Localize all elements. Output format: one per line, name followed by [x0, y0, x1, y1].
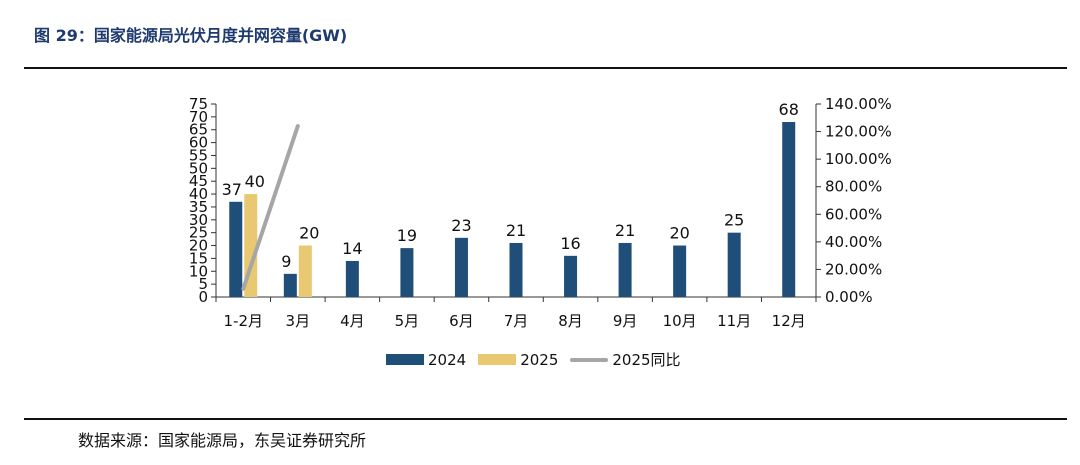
- data-label-2024: 20: [669, 224, 689, 243]
- y-tick-label-left: 0: [198, 288, 208, 306]
- bar-2025: [298, 245, 312, 297]
- bar-2024: [673, 245, 687, 297]
- chart-yoy-line: [241, 124, 300, 291]
- y-tick-label-right: 20.00%: [825, 260, 882, 278]
- x-tick-label: 9月: [613, 312, 638, 330]
- legend-item-2025-yoy: 2025同比: [570, 349, 681, 370]
- data-label-2025: 40: [245, 172, 265, 191]
- figure-title: 图 29：国家能源局光伏月度并网容量(GW): [34, 26, 348, 45]
- data-label-2024: 21: [615, 221, 635, 240]
- y-tick-label-left: 60: [189, 134, 208, 152]
- y-tick-label-right: 120.00%: [825, 123, 892, 141]
- data-label-2024: 14: [342, 239, 362, 258]
- y-tick-label-left: 15: [189, 249, 208, 267]
- bar-2024: [400, 248, 414, 297]
- x-tick-label: 4月: [340, 312, 365, 330]
- bar-2024: [564, 255, 578, 297]
- x-tick-label: 3月: [286, 312, 311, 330]
- y-tick-label-left: 5: [198, 275, 208, 293]
- legend-swatch-2024: [386, 354, 424, 365]
- y-tick-label-left: 55: [189, 146, 208, 164]
- data-label-2024: 23: [451, 216, 471, 235]
- source-note: 数据来源：国家能源局，东吴证券研究所: [78, 431, 367, 450]
- legend-swatch-2025: [478, 354, 517, 365]
- y-tick-label-left: 10: [189, 262, 208, 280]
- x-tick-label: 8月: [558, 312, 583, 330]
- bar-2024: [345, 260, 359, 297]
- legend-swatch-2025-yoy: [570, 357, 609, 362]
- y-tick-label-right: 100.00%: [825, 150, 892, 168]
- y-tick-label-left: 40: [189, 185, 208, 203]
- y-tick-label-left: 30: [189, 211, 208, 229]
- bar-2024: [782, 122, 796, 297]
- legend-label-2025: 2025: [520, 350, 559, 369]
- y-tick-label-left: 75: [189, 95, 208, 113]
- y-tick-label-left: 45: [189, 172, 208, 190]
- y-tick-label-right: 140.00%: [825, 95, 892, 113]
- data-label-2024: 9: [281, 252, 291, 271]
- x-tick-label: 5月: [395, 312, 420, 330]
- bar-2024: [618, 242, 632, 297]
- chart-axes: 0510152025303540455055606570750.00%20.00…: [189, 95, 892, 330]
- bar-2024: [727, 232, 741, 297]
- x-tick-label: 1-2月: [224, 312, 264, 330]
- y-tick-label-left: 35: [189, 198, 208, 216]
- x-tick-label: 10月: [663, 312, 697, 330]
- x-tick-label: 11月: [717, 312, 751, 330]
- data-label-2024: 21: [506, 221, 526, 240]
- legend-label-2024: 2024: [428, 350, 467, 369]
- bottom-rule: [24, 418, 1067, 420]
- chart-data-labels: 37 40 9 20 14 19 23 21 16 21 20 25 68: [222, 100, 799, 271]
- bar-2024: [283, 273, 297, 297]
- y-tick-label-left: 20: [189, 237, 208, 255]
- chart-legend: 2024 2025 2025同比: [386, 349, 693, 370]
- bar-2024: [229, 201, 243, 297]
- data-label-2024: 25: [724, 211, 744, 230]
- top-rule: [24, 67, 1067, 69]
- yoy-series-line: [241, 124, 300, 291]
- bar-2024: [509, 242, 523, 297]
- y-tick-label-left: 50: [189, 159, 208, 177]
- legend-item-2025: 2025: [478, 351, 558, 369]
- y-tick-label-right: 0.00%: [825, 288, 873, 306]
- x-tick-label: 12月: [772, 312, 806, 330]
- bar-2024: [454, 237, 468, 297]
- data-label-2024: 19: [397, 226, 417, 245]
- data-label-2024: 68: [779, 100, 799, 119]
- data-label-2024: 16: [560, 234, 580, 253]
- y-tick-label-left: 70: [189, 108, 208, 126]
- data-label-2024: 37: [222, 180, 242, 199]
- y-tick-label-right: 80.00%: [825, 178, 882, 196]
- data-label-2025: 20: [299, 224, 319, 243]
- legend-item-2024: 2024: [386, 351, 466, 369]
- chart-bars: [229, 122, 796, 297]
- y-tick-label-left: 65: [189, 121, 208, 139]
- y-tick-label-right: 40.00%: [825, 233, 882, 251]
- y-tick-label-left: 25: [189, 224, 208, 242]
- legend-label-2025-yoy: 2025同比: [612, 351, 681, 369]
- y-tick-label-right: 60.00%: [825, 205, 882, 223]
- x-tick-label: 7月: [504, 312, 529, 330]
- x-tick-label: 6月: [449, 312, 474, 330]
